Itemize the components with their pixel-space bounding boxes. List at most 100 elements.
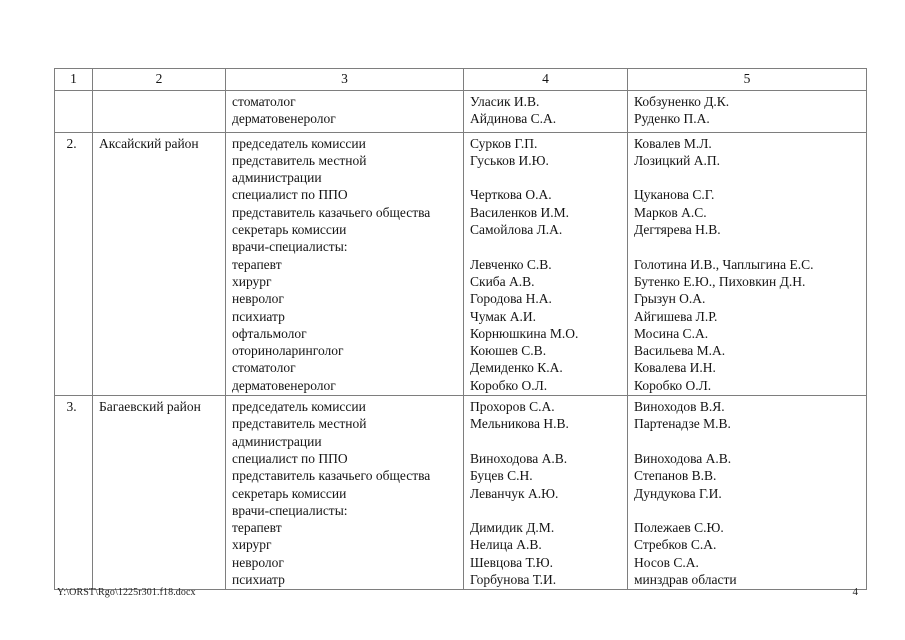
- member-name-line: Грызун О.А.: [634, 291, 706, 307]
- member-name-line: Носов С.А.: [634, 554, 699, 570]
- member-name-line: Коюшев С.В.: [470, 343, 547, 359]
- cell-row-number: [54, 90, 93, 133]
- member-name-line: Димидик Д.М.: [470, 520, 555, 536]
- role-line: терапевт: [232, 256, 282, 272]
- role-line: стоматолог: [232, 360, 296, 376]
- member-name-line: Партенадзе М.В.: [634, 416, 731, 432]
- member-name-line: Мельникова Н.В.: [470, 416, 569, 432]
- member-name-line: Самойлова Л.А.: [470, 222, 563, 238]
- member-name-line: минздрав области: [634, 572, 737, 588]
- role-line: хирург: [232, 273, 272, 289]
- cell-members-col5: Кобзуненко Д.К. Руденко П.А.: [627, 90, 867, 133]
- page-number: 4: [852, 586, 859, 598]
- member-name-line: [470, 238, 623, 255]
- member-name-line: Виноходова А.В.: [470, 450, 568, 466]
- member-name-line: Голотина И.В., Чаплыгина Е.С.: [634, 256, 814, 272]
- member-name-line: [634, 238, 862, 255]
- member-name-line: Дегтярева Н.В.: [634, 222, 721, 238]
- member-name-line: Прохоров С.А.: [470, 399, 555, 415]
- member-name-line: Айгишева Л.Р.: [634, 308, 718, 324]
- member-name-line: Чумак А.И.: [470, 308, 536, 324]
- member-name-line: [634, 502, 862, 519]
- member-name-line: Коробко О.Л.: [634, 377, 712, 393]
- role-line: секретарь комиссии: [232, 222, 347, 238]
- table-row: стоматолог дерматовенеролог Уласик И.В. Айд…: [54, 90, 867, 133]
- member-name-line: Леванчук А.Ю.: [470, 485, 559, 501]
- role-line: дерматовенеролог: [232, 377, 336, 393]
- member-name-line: [470, 433, 623, 450]
- role-line: представитель местной: [232, 416, 367, 432]
- cell-roles: стоматолог дерматовенеролог: [225, 90, 464, 133]
- table-row: 2. Аксайский район председатель комиссии пр…: [54, 131, 867, 397]
- cell-row-number: 3.: [54, 395, 93, 591]
- member-name-line: [470, 169, 623, 186]
- role-line: специалист по ППО: [232, 187, 348, 203]
- member-name-line: Васильева М.А.: [634, 343, 726, 359]
- commission-table: 1 2 3 4 5 стоматолог дерматовенеролог Улас…: [54, 68, 867, 591]
- role-line: оториноларинголог: [232, 343, 344, 359]
- member-name-line: Гуськов И.Ю.: [470, 152, 549, 168]
- member-name-line: Дундукова Г.И.: [634, 485, 722, 501]
- column-header-5: 5: [627, 68, 867, 91]
- member-name-line: Кобзуненко Д.К.: [634, 94, 730, 109]
- member-name-line: Айдинова С.А.: [470, 111, 557, 127]
- cell-district: Аксайский район: [92, 131, 226, 397]
- cell-members-col4: Сурков Г.П. Гуськов И.Ю. Черткова О.А. Васи…: [463, 131, 628, 397]
- column-header-1: 1: [54, 68, 93, 91]
- role-line: представитель местной: [232, 152, 367, 168]
- member-name-line: Мосина С.А.: [634, 325, 709, 341]
- member-name-line: [470, 502, 623, 519]
- member-name-line: Виноходов В.Я.: [634, 399, 725, 415]
- role-line: представитель казачьего общества: [232, 468, 431, 484]
- cell-roles: председатель комиссии представитель местн…: [225, 131, 464, 397]
- column-header-2: 2: [92, 68, 226, 91]
- cell-members-col5: Виноходов В.Я. Партенадзе М.В. Виноходова …: [627, 395, 867, 591]
- cell-district: Багаевский район: [92, 395, 226, 591]
- member-name-line: Степанов В.В.: [634, 468, 717, 484]
- role-line: врачи-специалисты:: [232, 502, 348, 518]
- role-line: администрации: [232, 433, 322, 449]
- member-name-line: Демиденко К.А.: [470, 360, 563, 376]
- member-name-line: Левченко С.В.: [470, 256, 552, 272]
- cell-district: [92, 90, 226, 133]
- member-name-line: Городова Н.А.: [470, 291, 552, 307]
- role-line: секретарь комиссии: [232, 485, 347, 501]
- member-name-line: Шевцова Т.Ю.: [470, 554, 554, 570]
- column-header-4: 4: [463, 68, 628, 91]
- footer-file-path: Y:\ORST\Rgo\1225r301.f18.docx: [57, 587, 196, 598]
- role-line: представитель казачьего общества: [232, 204, 431, 220]
- member-name-line: Сурков Г.П.: [470, 135, 538, 151]
- role-line: администрации: [232, 170, 322, 186]
- member-name-line: Буцев С.Н.: [470, 468, 533, 484]
- member-name-line: Бутенко Е.Ю., Пиховкин Д.Н.: [634, 273, 806, 289]
- member-name-line: Виноходова А.В.: [634, 450, 732, 466]
- role-line: специалист по ППО: [232, 450, 348, 466]
- cell-members-col4: Прохоров С.А. Мельникова Н.В. Виноходова А…: [463, 395, 628, 591]
- role-line: невролог: [232, 554, 284, 570]
- member-name-line: Черткова О.А.: [470, 187, 552, 203]
- role-line: психиатр: [232, 308, 285, 324]
- member-name-line: Полежаев С.Ю.: [634, 520, 724, 536]
- member-name-line: [634, 169, 862, 186]
- member-name-line: [634, 433, 862, 450]
- role-line: председатель комиссии: [232, 399, 366, 415]
- cell-roles: председатель комиссии представитель местн…: [225, 395, 464, 591]
- member-name-line: Нелица А.В.: [470, 537, 542, 553]
- role-line: хирург: [232, 537, 272, 553]
- member-name-line: Стребков С.А.: [634, 537, 717, 553]
- table-header: 1 2 3 4 5: [54, 68, 867, 91]
- member-name-line: Василенков И.М.: [470, 204, 570, 220]
- table-header-row: 1 2 3 4 5: [54, 68, 867, 91]
- member-name-line: Горбунова Т.И.: [470, 572, 557, 588]
- role-line: психиатр: [232, 572, 285, 588]
- role-line: врачи-специалисты:: [232, 239, 348, 255]
- member-name-line: Корнюшкина М.О.: [470, 325, 579, 341]
- member-name-line: Ковалева И.Н.: [634, 360, 716, 376]
- role-line: дерматовенеролог: [232, 111, 336, 127]
- table-row: 3. Багаевский район председатель комиссии п…: [54, 395, 867, 591]
- cell-row-number: 2.: [54, 131, 93, 397]
- role-line: стоматолог: [232, 94, 296, 109]
- member-name-line: Лозицкий А.П.: [634, 152, 720, 168]
- cell-members-col4: Уласик И.В. Айдинова С.А.: [463, 90, 628, 133]
